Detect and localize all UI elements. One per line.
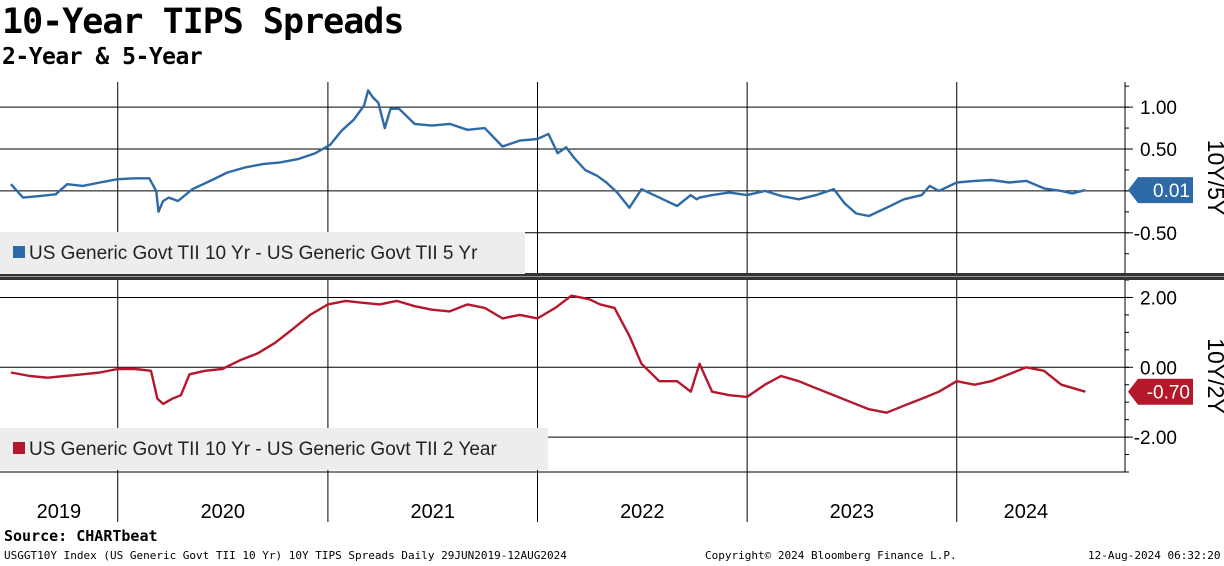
x-year-label-2022: 2022: [620, 501, 665, 523]
legend-label: US Generic Govt TII 10 Yr - US Generic G…: [29, 439, 497, 460]
y-tick-label: 0.50: [1140, 140, 1177, 161]
legend-box: [0, 232, 525, 274]
last-value-marker: [1128, 177, 1193, 204]
x-year-label-2024: 2024: [1004, 501, 1049, 523]
last-value-marker: [1128, 378, 1193, 405]
panel-label: 10Y/5Y: [1203, 140, 1224, 215]
x-year-label-2021: 2021: [410, 501, 455, 523]
legend-swatch: [13, 246, 25, 258]
x-year-label-2020: 2020: [201, 501, 246, 523]
series-layer: [10, 89, 1086, 414]
y-tick-label: 2.00: [1140, 288, 1177, 309]
y-tick-label: -0.50: [1134, 224, 1177, 245]
series-line-10y-2y: [10, 294, 1086, 414]
y-tick-label: 0.00: [1140, 358, 1177, 379]
legend-box: [0, 428, 548, 470]
x-year-label-2019: 2019: [37, 501, 82, 523]
source-note: Source: CHARTbeat: [4, 527, 158, 545]
legend-swatch: [13, 442, 25, 454]
last-value-label: -0.70: [1147, 383, 1190, 404]
footer-copyright: Copyright© 2024 Bloomberg Finance L.P.: [705, 549, 957, 562]
overlay-layer: 1.00 0.50 -0.50 0.01 10Y/5Y US Generic Govt T…: [0, 98, 1224, 523]
y-tick-label: -2.00: [1134, 428, 1177, 449]
chart-subtitle: 2-Year & 5-Year: [2, 44, 203, 70]
last-value-label: 0.01: [1153, 181, 1190, 202]
x-year-label-2023: 2023: [830, 501, 875, 523]
footer-description: USGGT10Y Index (US Generic Govt TII 10 Y…: [4, 549, 567, 562]
series-line-10y-5y: [10, 89, 1086, 218]
legend-label: US Generic Govt TII 10 Yr - US Generic G…: [29, 243, 478, 264]
panel-label: 10Y/2Y: [1203, 338, 1224, 413]
footer-timestamp: 12-Aug-2024 06:32:20: [1088, 549, 1221, 562]
y-tick-label: 1.00: [1140, 98, 1177, 119]
chart-title: 10-Year TIPS Spreads: [2, 2, 404, 42]
